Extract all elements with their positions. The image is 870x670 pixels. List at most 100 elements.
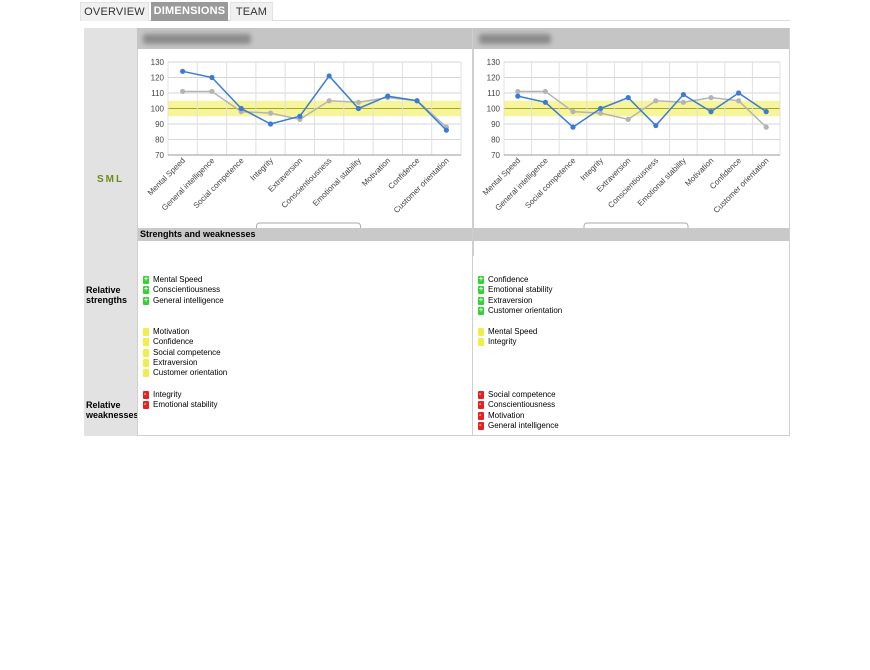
minus-marker-icon: - — [478, 411, 484, 420]
y-tick-label: 110 — [487, 89, 500, 98]
sml-label: SML — [96, 174, 125, 185]
data-point-candidate — [625, 95, 631, 101]
x-tick-label: Customer orientation — [392, 156, 451, 215]
weaknesses-list-2: - Social competence - Conscientiousness - Mot… — [478, 390, 559, 431]
y-tick-label: 100 — [487, 105, 501, 114]
series-line-group — [517, 90, 767, 128]
list-item-label: Conscientiousness — [153, 285, 221, 295]
list-item: + Mental Speed — [143, 275, 224, 285]
data-point-candidate — [736, 90, 742, 96]
y-tick-label: 90 — [491, 120, 500, 129]
data-point-candidate — [763, 109, 769, 115]
data-point-candidate — [355, 105, 362, 112]
minus-marker-icon: - — [478, 391, 484, 399]
data-point-group — [736, 98, 742, 104]
list-item-label: Customer orientation — [488, 305, 563, 315]
neutral-marker-icon — [478, 328, 484, 336]
minus-marker-icon: - — [478, 421, 484, 430]
divider — [137, 228, 138, 436]
sml-chart-1: 70 80 90 100 110 120 130 Mental Speed General in… — [137, 49, 472, 256]
list-item: + Emotional stability — [478, 285, 562, 295]
candidate-name-header — [137, 28, 472, 49]
list-item: Mental Speed — [478, 327, 537, 337]
data-point-candidate — [653, 122, 659, 129]
data-point-candidate — [385, 93, 391, 99]
neutral-marker-icon — [143, 348, 149, 357]
list-item-label: Confidence — [153, 337, 194, 347]
data-point-group — [267, 110, 274, 116]
y-tick-label: 80 — [491, 136, 500, 145]
strengths-weaknesses-header: Strenghts and weaknesses — [137, 228, 790, 241]
plus-marker-icon: + — [143, 286, 149, 295]
y-tick-label: 80 — [155, 136, 164, 145]
tab-dimensions[interactable]: DIMENSIONS — [151, 2, 228, 21]
list-item-label: Motivation — [488, 410, 525, 420]
average-list-2: Mental Speed Integrity — [478, 327, 537, 348]
list-item-label: Emotional stability — [153, 400, 218, 410]
sml-chart-2: 70 80 90 100 110 120 130 Mental Speed General in… — [473, 49, 789, 256]
x-tick-label: Customer orientation — [712, 156, 771, 215]
list-item-label: Conscientiousness — [488, 400, 556, 410]
data-point-candidate — [443, 127, 449, 133]
neutral-marker-icon — [143, 358, 149, 367]
list-item-label: Mental Speed — [153, 275, 203, 284]
weaknesses-list-1: - Integrity - Emotional stability — [143, 390, 217, 411]
data-point-candidate — [680, 91, 686, 98]
list-item: - Conscientiousness — [478, 400, 559, 410]
list-item: Extraversion — [143, 358, 227, 368]
list-item-label: Motivation — [153, 327, 190, 336]
x-tick-label: Social competence — [192, 156, 247, 211]
list-item: + Extraversion — [478, 296, 562, 306]
divider — [137, 435, 790, 436]
list-item-label: Social competence — [488, 390, 556, 399]
data-point-group — [653, 98, 659, 104]
minus-marker-icon: - — [143, 401, 149, 410]
blurred-name — [143, 34, 251, 44]
y-tick-label: 120 — [151, 74, 165, 83]
list-item-label: General intelligence — [488, 420, 559, 430]
series-line-group — [182, 90, 447, 128]
strengths-list-2: + Confidence + Emotional stability + Extraver… — [478, 275, 562, 316]
neutral-marker-icon — [143, 328, 149, 336]
data-point-candidate — [570, 124, 576, 130]
data-point-group — [209, 88, 215, 95]
data-point-group — [355, 99, 362, 105]
data-point-group — [570, 109, 576, 115]
list-item: Social competence — [143, 348, 227, 358]
row-label-sidebar: SML Relative strengths Relative weakness… — [84, 28, 139, 436]
minus-marker-icon: - — [478, 401, 484, 410]
blurred-name — [479, 34, 551, 44]
y-tick-label: 130 — [151, 58, 165, 67]
x-tick-label: Conscientiousness — [606, 156, 660, 210]
list-item: Motivation — [143, 327, 227, 337]
neutral-marker-icon — [143, 338, 149, 347]
x-tick-label: Conscientiousness — [280, 156, 334, 210]
list-item-label: Social competence — [153, 347, 221, 357]
series-line-candidate — [182, 70, 447, 131]
plus-marker-icon: + — [478, 296, 484, 305]
plus-marker-icon: + — [478, 286, 484, 295]
list-item: - Integrity — [143, 390, 217, 400]
minus-marker-icon: - — [143, 391, 149, 399]
list-item: Confidence — [143, 337, 227, 347]
data-point-group — [326, 98, 332, 104]
list-item-label: General intelligence — [153, 295, 224, 305]
y-tick-label: 70 — [155, 151, 164, 160]
tab-overview[interactable]: OVERVIEW — [80, 2, 149, 21]
tab-bar: OVERVIEW DIMENSIONS TEAM — [80, 2, 790, 21]
candidate-name-header — [473, 28, 789, 49]
list-item: - Emotional stability — [143, 400, 217, 410]
list-item: Integrity — [478, 337, 537, 347]
x-tick-label: Integrity — [248, 156, 274, 182]
y-tick-label: 110 — [151, 89, 164, 98]
data-point-group — [763, 124, 769, 130]
plus-marker-icon: + — [478, 306, 484, 315]
tab-team[interactable]: TEAM — [230, 2, 273, 21]
relative-weaknesses-label: Relative weaknesses — [86, 400, 139, 420]
list-item: - General intelligence — [478, 421, 559, 431]
data-point-group — [680, 99, 686, 105]
neutral-marker-icon — [143, 369, 149, 378]
list-item-label: Customer orientation — [153, 368, 228, 378]
